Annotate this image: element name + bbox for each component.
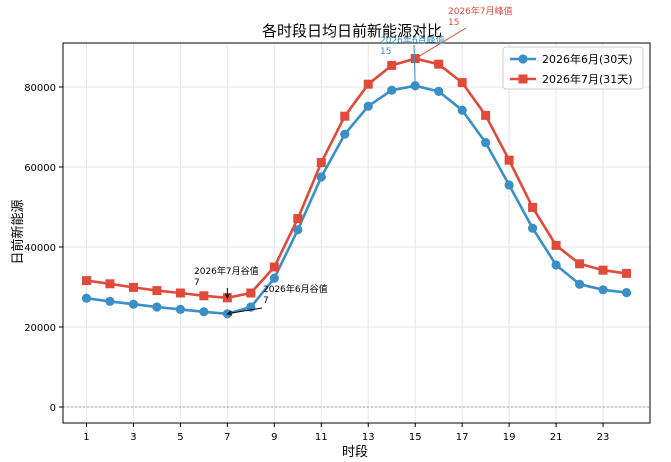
y-tick-label: 20000: [24, 323, 56, 334]
annotation-arrowhead: [226, 310, 233, 316]
data-point: [340, 111, 350, 121]
x-tick-label: 1: [83, 432, 89, 443]
annotation-arrow: [413, 44, 416, 86]
data-point: [434, 59, 444, 69]
x-axis-label: 时段: [342, 445, 368, 460]
data-point: [152, 286, 162, 296]
data-point: [598, 285, 608, 295]
x-tick-label: 3: [130, 432, 136, 443]
data-point: [340, 129, 350, 139]
data-point: [152, 302, 162, 312]
x-tick-label: 21: [550, 432, 563, 443]
data-point: [128, 299, 139, 309]
chart-title: 各时段日均日前新能源对比: [262, 22, 442, 40]
data-point: [434, 86, 444, 96]
data-point: [574, 279, 585, 289]
data-point: [246, 288, 256, 298]
data-point: [575, 259, 585, 269]
y-axis-label: 日前新能源: [10, 199, 26, 264]
annotation-text: 15: [380, 47, 391, 57]
data-point: [528, 202, 538, 212]
x-tick-label: 7: [224, 432, 230, 443]
series-line-2: [86, 57, 627, 300]
annotation-arrow: [227, 307, 263, 315]
legend-marker: [518, 54, 528, 64]
data-point: [481, 110, 491, 120]
legend-marker: [518, 74, 528, 84]
legend-label: 2026年7月(31天): [542, 72, 633, 86]
data-point: [598, 265, 608, 275]
legend-box: [502, 46, 644, 90]
y-tick-label: 80000: [24, 83, 56, 94]
data-point: [293, 214, 303, 224]
annotation-text: 2026年6月谷值: [263, 283, 328, 295]
plot-frame: [62, 42, 651, 424]
data-point: [269, 262, 279, 272]
data-point: [457, 105, 467, 115]
data-point: [504, 155, 514, 165]
y-tick-label: 60000: [24, 163, 56, 174]
data-point: [175, 304, 185, 314]
y-tick-label: 0: [50, 403, 56, 414]
x-tick-label: 19: [503, 432, 516, 443]
x-tick-label: 15: [409, 432, 422, 443]
data-point: [387, 60, 397, 70]
data-point: [316, 172, 326, 182]
annotation-text: 2026年7月谷值: [194, 265, 259, 277]
data-point: [128, 282, 138, 292]
data-point: [105, 279, 115, 289]
data-point: [622, 268, 632, 278]
annotation-arrowhead: [412, 81, 418, 87]
data-point: [316, 158, 326, 168]
x-tick-label: 17: [456, 432, 469, 443]
data-point: [199, 307, 209, 317]
annotation-text: 2026年7月峰值: [448, 5, 513, 17]
data-point: [551, 240, 561, 250]
data-point: [621, 288, 632, 298]
data-point: [457, 78, 467, 88]
series-line-1: [86, 84, 627, 316]
data-point: [528, 223, 538, 233]
legend: 2026年6月(30天) 2026年7月(31天): [502, 46, 644, 90]
data-point: [481, 138, 491, 148]
data-point: [504, 180, 514, 190]
data-point: [551, 260, 561, 270]
x-tick-label: 9: [271, 432, 277, 443]
data-point: [199, 291, 209, 301]
annotations: 2026年7月峰值152026年6月峰值152026年7月谷值72026年6月谷…: [194, 5, 513, 316]
data-point: [363, 79, 373, 89]
annotation-text: 15: [448, 18, 459, 28]
data-point: [269, 273, 279, 283]
x-tick-label: 13: [362, 432, 375, 443]
x-tick-label: 23: [597, 432, 610, 443]
data-point: [387, 85, 397, 95]
annotation-arrowhead: [414, 54, 421, 60]
data-point: [81, 293, 92, 303]
annotation-text: 7: [263, 296, 269, 306]
y-tick-label: 40000: [24, 243, 56, 254]
data-point: [105, 296, 115, 306]
annotation-arrowhead: [224, 293, 230, 299]
data-point: [293, 225, 303, 235]
data-point: [175, 288, 185, 298]
series-layer: [81, 54, 632, 319]
data-point: [81, 276, 91, 286]
x-tick-label: 11: [315, 432, 328, 443]
legend-label: 2026年6月(30天): [542, 52, 633, 66]
annotation-text: 7: [194, 278, 200, 288]
x-tick-label: 5: [177, 432, 183, 443]
annotation-arrow: [414, 27, 467, 60]
data-point: [363, 101, 373, 111]
annotation-text: 2026年6月峰值: [380, 34, 445, 46]
